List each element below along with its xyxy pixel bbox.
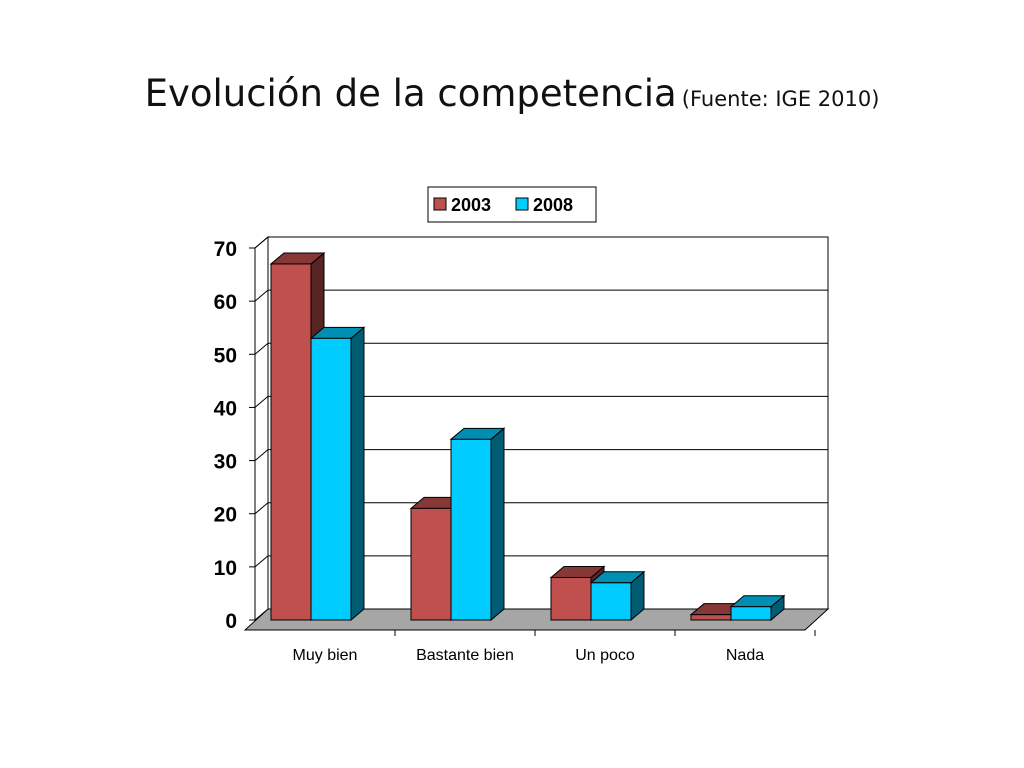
bar	[270, 263, 312, 621]
x-category-label: Un poco	[575, 647, 635, 664]
legend-box	[427, 186, 597, 223]
legend-swatch	[515, 197, 529, 211]
bar-side	[350, 326, 365, 622]
bar-side	[490, 427, 505, 622]
gridline-side	[254, 502, 269, 515]
gridline-side	[254, 236, 269, 249]
y-tick-label: 30	[214, 451, 237, 474]
x-category-label: Muy bien	[293, 647, 358, 664]
legend-label: 2003	[451, 195, 491, 215]
slide-title-source: (Fuente: IGE 2010)	[681, 87, 880, 111]
y-tick-label: 50	[214, 344, 237, 367]
y-tick-label: 10	[214, 557, 237, 580]
gridline-side	[254, 555, 269, 568]
bar	[550, 576, 592, 621]
y-tick-label: 40	[214, 397, 237, 420]
slide-title-main: Evolución de la competencia	[144, 72, 677, 115]
x-category-label: Bastante bien	[416, 647, 514, 664]
bar	[310, 337, 352, 621]
x-category-label: Nada	[726, 647, 764, 664]
y-tick-label: 70	[214, 238, 237, 261]
legend-label: 2008	[533, 195, 573, 215]
bar	[730, 606, 772, 621]
chart-side-wall	[254, 235, 269, 622]
gridline-side	[254, 289, 269, 302]
slide-title: Evolución de la competencia (Fuente: IGE…	[0, 72, 1024, 115]
bar	[450, 438, 492, 621]
legend-swatch	[433, 197, 447, 211]
y-tick-label: 0	[225, 610, 237, 633]
gridline-side	[254, 342, 269, 355]
gridline-side	[254, 449, 269, 461]
chart-floor	[243, 608, 830, 631]
bar	[410, 507, 452, 621]
y-tick-label: 60	[214, 291, 237, 314]
y-tick-label: 20	[214, 504, 237, 527]
bar	[590, 582, 632, 621]
gridline-side	[254, 396, 269, 408]
bar	[690, 614, 732, 621]
